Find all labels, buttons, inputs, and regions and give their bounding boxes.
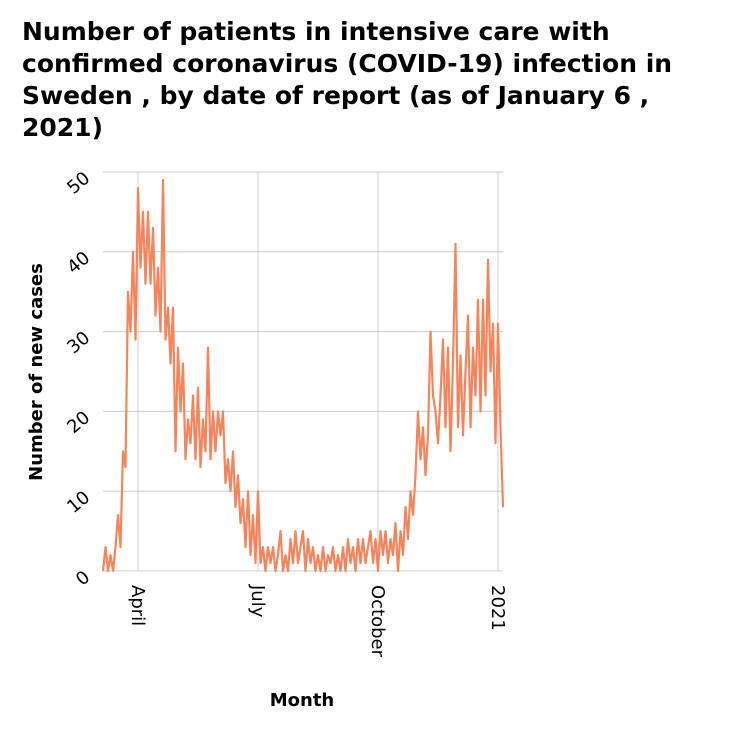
x-tick-label: October bbox=[367, 585, 388, 658]
y-tick-label: 40 bbox=[63, 248, 94, 279]
y-tick-label: 20 bbox=[63, 407, 94, 438]
x-tick-label: April bbox=[127, 585, 148, 626]
y-tick-label: 30 bbox=[63, 327, 94, 358]
x-axis-label: Month bbox=[270, 690, 335, 711]
y-tick-label: 0 bbox=[72, 567, 94, 590]
y-axis-label: Number of new cases bbox=[26, 263, 47, 481]
chart-title: Number of patients in intensive care wit… bbox=[22, 17, 673, 142]
y-tick-label: 50 bbox=[63, 168, 94, 199]
x-tick-label: July bbox=[247, 584, 268, 618]
x-tick-label: 2021 bbox=[487, 585, 508, 631]
y-tick-label: 10 bbox=[63, 487, 94, 518]
data-line bbox=[101, 178, 505, 573]
